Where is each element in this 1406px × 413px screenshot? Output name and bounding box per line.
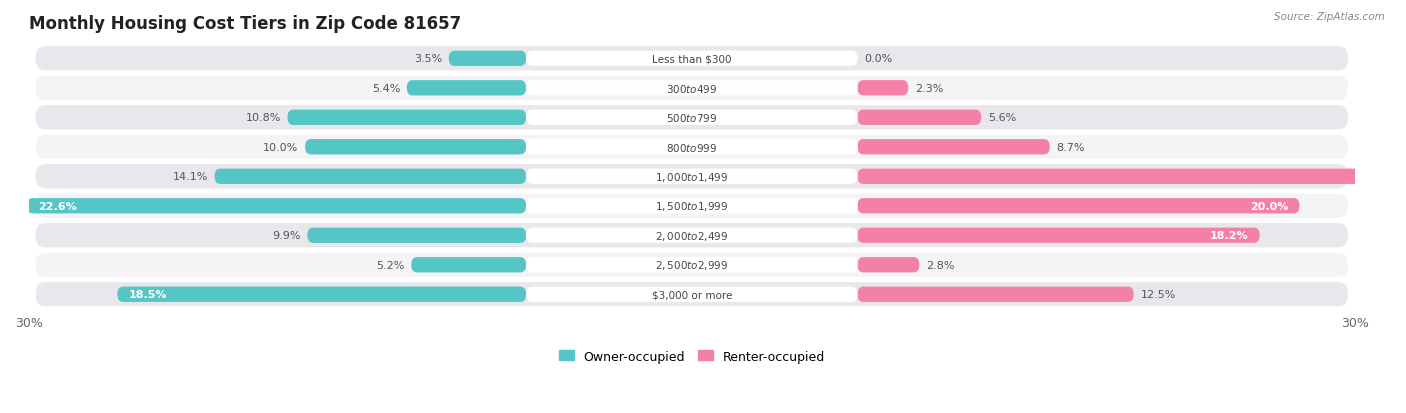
Text: 14.1%: 14.1% (173, 172, 208, 182)
FancyBboxPatch shape (35, 165, 1348, 189)
Text: 8.7%: 8.7% (1056, 142, 1085, 152)
FancyBboxPatch shape (411, 257, 526, 273)
FancyBboxPatch shape (35, 106, 1348, 130)
FancyBboxPatch shape (858, 257, 920, 273)
FancyBboxPatch shape (406, 81, 526, 96)
FancyBboxPatch shape (35, 135, 1348, 159)
FancyBboxPatch shape (858, 140, 1050, 155)
Text: 25.0%: 25.0% (1361, 172, 1399, 182)
Text: $2,000 to $2,499: $2,000 to $2,499 (655, 229, 728, 242)
Text: 5.4%: 5.4% (371, 83, 401, 94)
FancyBboxPatch shape (35, 282, 1348, 306)
FancyBboxPatch shape (305, 140, 526, 155)
FancyBboxPatch shape (287, 110, 526, 126)
FancyBboxPatch shape (35, 253, 1348, 277)
FancyBboxPatch shape (526, 169, 858, 185)
Text: Monthly Housing Cost Tiers in Zip Code 81657: Monthly Housing Cost Tiers in Zip Code 8… (30, 15, 461, 33)
FancyBboxPatch shape (526, 199, 858, 214)
Text: $2,500 to $2,999: $2,500 to $2,999 (655, 259, 728, 272)
Text: Source: ZipAtlas.com: Source: ZipAtlas.com (1274, 12, 1385, 22)
FancyBboxPatch shape (35, 223, 1348, 248)
Text: 18.2%: 18.2% (1211, 231, 1249, 241)
Text: $1,500 to $1,999: $1,500 to $1,999 (655, 200, 728, 213)
FancyBboxPatch shape (526, 257, 858, 273)
Text: 9.9%: 9.9% (273, 231, 301, 241)
FancyBboxPatch shape (215, 169, 526, 185)
FancyBboxPatch shape (858, 287, 1133, 302)
Text: 3.5%: 3.5% (413, 54, 441, 64)
Text: $500 to $799: $500 to $799 (666, 112, 717, 124)
FancyBboxPatch shape (526, 140, 858, 155)
FancyBboxPatch shape (526, 52, 858, 67)
Text: 2.3%: 2.3% (915, 83, 943, 94)
Text: $800 to $999: $800 to $999 (666, 141, 717, 153)
Legend: Owner-occupied, Renter-occupied: Owner-occupied, Renter-occupied (554, 345, 830, 368)
FancyBboxPatch shape (27, 199, 526, 214)
FancyBboxPatch shape (858, 169, 1406, 185)
FancyBboxPatch shape (526, 287, 858, 302)
FancyBboxPatch shape (308, 228, 526, 243)
Text: 22.6%: 22.6% (38, 201, 76, 211)
Text: 10.8%: 10.8% (246, 113, 281, 123)
FancyBboxPatch shape (35, 47, 1348, 71)
Text: 0.0%: 0.0% (865, 54, 893, 64)
Text: $300 to $499: $300 to $499 (666, 83, 717, 95)
Text: Less than $300: Less than $300 (652, 54, 731, 64)
FancyBboxPatch shape (858, 199, 1299, 214)
FancyBboxPatch shape (526, 110, 858, 126)
FancyBboxPatch shape (858, 110, 981, 126)
Text: 10.0%: 10.0% (263, 142, 298, 152)
FancyBboxPatch shape (35, 76, 1348, 101)
FancyBboxPatch shape (858, 228, 1260, 243)
FancyBboxPatch shape (526, 81, 858, 96)
FancyBboxPatch shape (35, 194, 1348, 218)
FancyBboxPatch shape (117, 287, 526, 302)
Text: 12.5%: 12.5% (1140, 290, 1175, 299)
FancyBboxPatch shape (858, 81, 908, 96)
Text: $1,000 to $1,499: $1,000 to $1,499 (655, 170, 728, 183)
Text: 20.0%: 20.0% (1250, 201, 1288, 211)
Text: $3,000 or more: $3,000 or more (651, 290, 733, 299)
FancyBboxPatch shape (526, 228, 858, 243)
Text: 5.6%: 5.6% (988, 113, 1017, 123)
FancyBboxPatch shape (449, 52, 526, 67)
Text: 18.5%: 18.5% (128, 290, 167, 299)
Text: 5.2%: 5.2% (377, 260, 405, 270)
Text: 2.8%: 2.8% (927, 260, 955, 270)
